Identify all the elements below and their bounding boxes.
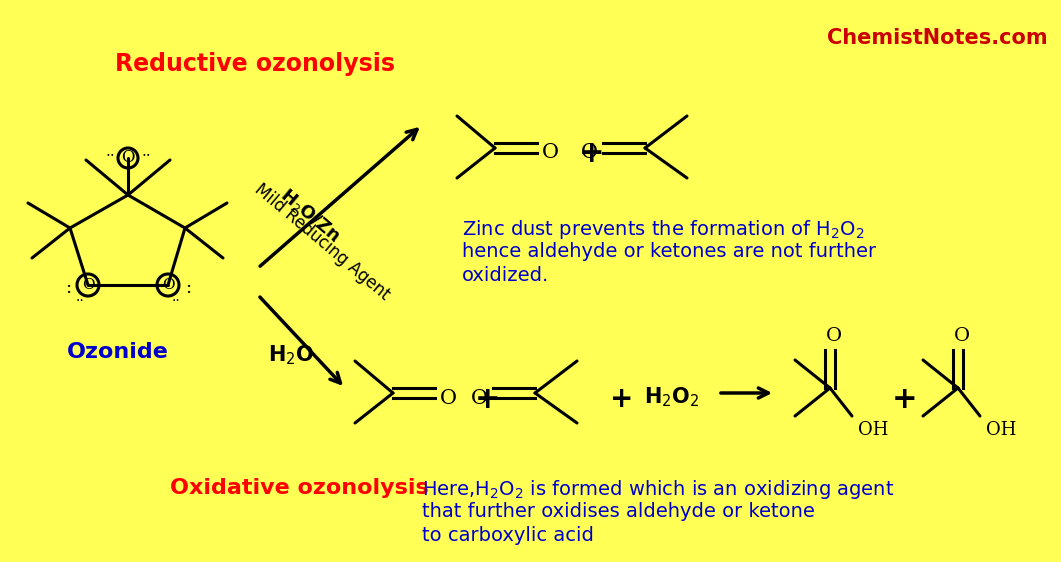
Text: H$_2$O$_2$: H$_2$O$_2$ (644, 385, 699, 409)
Text: H$_2$O/Zn: H$_2$O/Zn (276, 184, 344, 246)
Text: Zinc dust prevents the formation of H$_2$O$_2$: Zinc dust prevents the formation of H$_2… (462, 218, 865, 241)
Text: O: O (470, 388, 487, 407)
Text: to carboxylic acid: to carboxylic acid (422, 526, 594, 545)
Text: OH: OH (986, 421, 1016, 439)
Text: Oxidative ozonolysis: Oxidative ozonolysis (170, 478, 429, 498)
Text: +: + (610, 385, 633, 413)
Text: +: + (892, 384, 918, 414)
Text: :: : (65, 279, 71, 297)
Text: ⋅⋅: ⋅⋅ (105, 147, 115, 162)
Text: ⋅⋅: ⋅⋅ (141, 147, 151, 162)
Text: O: O (439, 388, 456, 407)
Text: that further oxidises aldehyde or ketone: that further oxidises aldehyde or ketone (422, 502, 815, 521)
Text: +: + (475, 384, 501, 414)
Text: O: O (954, 327, 970, 345)
Text: Ozonide: Ozonide (67, 342, 169, 362)
Text: Here,H$_2$O$_2$ is formed which is an oxidizing agent: Here,H$_2$O$_2$ is formed which is an ox… (422, 478, 894, 501)
Text: +: + (579, 139, 605, 169)
Text: H$_2$O: H$_2$O (268, 343, 314, 367)
Text: OH: OH (858, 421, 888, 439)
Text: O: O (580, 143, 597, 162)
Text: ChemistNotes.com: ChemistNotes.com (828, 28, 1048, 48)
Text: :: : (185, 279, 191, 297)
Text: O: O (541, 143, 558, 162)
Text: hence aldehyde or ketones are not further: hence aldehyde or ketones are not furthe… (462, 242, 876, 261)
Text: Reductive ozonolysis: Reductive ozonolysis (115, 52, 395, 76)
Text: ⋅⋅: ⋅⋅ (172, 294, 180, 308)
Text: oxidized.: oxidized. (462, 266, 550, 285)
Text: O: O (825, 327, 842, 345)
Text: O: O (161, 278, 174, 292)
Text: Mild Reducing Agent: Mild Reducing Agent (250, 180, 394, 303)
Text: O: O (121, 149, 135, 166)
Text: ⋅⋅: ⋅⋅ (75, 294, 85, 308)
Text: O: O (82, 278, 94, 292)
